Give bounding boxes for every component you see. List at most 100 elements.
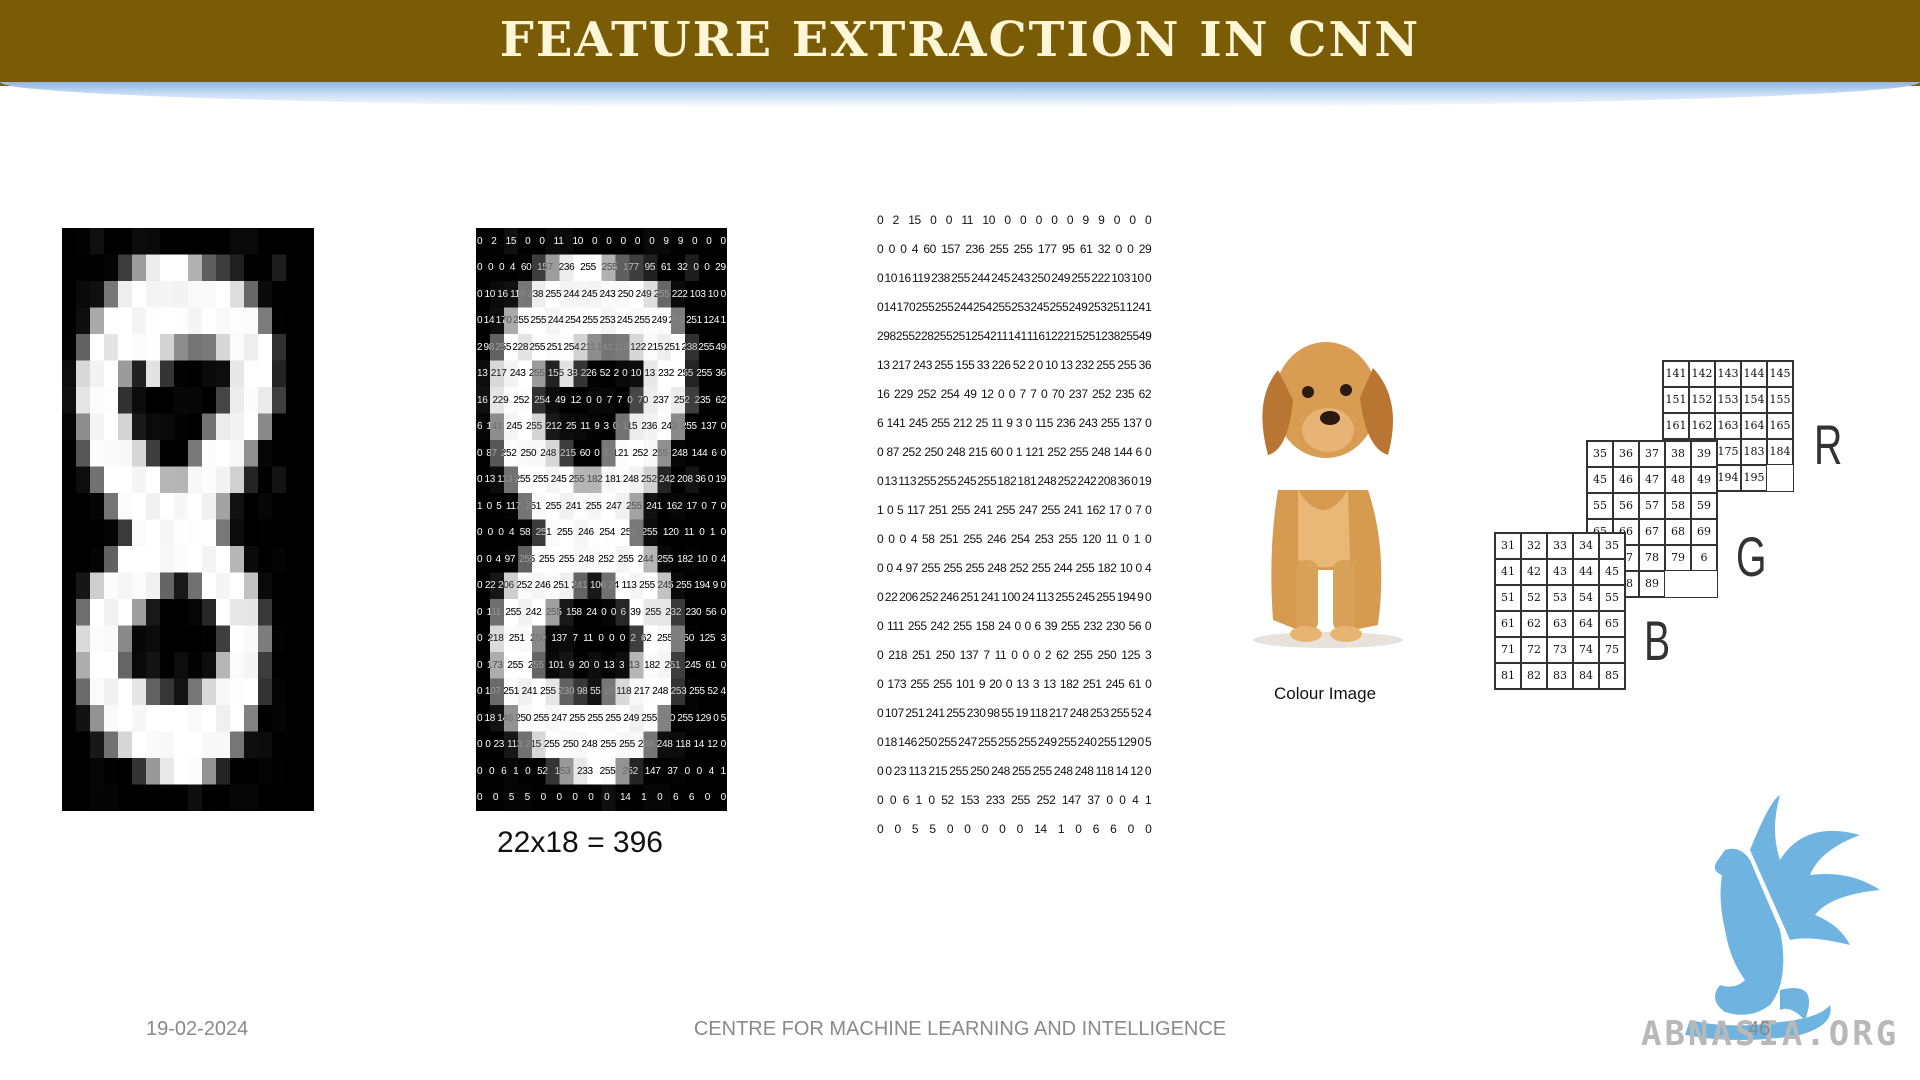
pixel-cell: [476, 599, 491, 627]
pixel-cell: [573, 599, 588, 627]
grid-cell: 165: [1767, 413, 1793, 439]
pixel-cell: [244, 731, 259, 759]
overlay-numbers: 0 2 15 0 0 11 10 0 0 0 0 0 9 9 0 0 0 0 0 0 4 60 157 236 255 255 17…: [476, 228, 727, 811]
grid-cell: 63: [1547, 611, 1573, 637]
pixel-cell: [615, 307, 630, 335]
pixel-cell: [517, 466, 533, 494]
pixel-cell: [62, 652, 77, 680]
grid-cell: 73: [1547, 637, 1573, 663]
pixel-cell: [244, 599, 259, 627]
pixel-cell: [517, 334, 533, 362]
pixel-cell: [587, 307, 602, 335]
pixel-cell: [559, 678, 574, 706]
pixel-cell: [503, 599, 519, 627]
pixel-cell: [160, 678, 175, 706]
pixel-cell: [258, 413, 273, 441]
pixel-cell: [76, 413, 91, 441]
pixel-cell: [188, 625, 203, 653]
pixel-cell: [160, 387, 175, 415]
pixel-cell: [713, 572, 727, 600]
pixel-cell: [559, 334, 574, 362]
matrix-row: 0 111 255 242 255 158 24 0 0 6 39 255 232 230 56 0: [877, 618, 1152, 633]
pixel-cell: [202, 440, 217, 468]
pixel-cell: [587, 758, 602, 786]
pixel-cell: [531, 784, 547, 811]
pixel-cell: [531, 360, 547, 388]
pixel-cell: [476, 731, 491, 759]
grid-cell: 195: [1741, 465, 1767, 491]
pixel-cell: [699, 731, 714, 759]
pixel-cell: [62, 705, 77, 733]
pixel-cell: [643, 546, 658, 574]
pixel-cell: [90, 546, 105, 574]
pixel-cell: [615, 678, 630, 706]
pixel-cell: [685, 572, 700, 600]
pixel-cell: [573, 413, 588, 441]
pixel-cell: [62, 334, 77, 362]
pixel-cell: [286, 360, 301, 388]
pixel-cell: [188, 228, 203, 256]
pixel-cell: [216, 784, 231, 811]
pixel-cell: [643, 758, 658, 786]
pixel-cell: [230, 599, 245, 627]
pixel-cell: [272, 678, 287, 706]
pixel-cell: [671, 758, 686, 786]
pixel-cell: [657, 546, 672, 574]
pixel-cell: [685, 307, 700, 335]
pixel-cell: [601, 307, 616, 335]
pixel-cell: [629, 254, 644, 282]
pixel-cell: [132, 281, 147, 309]
pixel-cell: [188, 731, 203, 759]
pixel-cell: [587, 625, 602, 653]
pixel-cell: [657, 493, 672, 521]
pixel-cell: [489, 678, 505, 706]
pixel-cell: [300, 705, 314, 733]
pixel-cell: [615, 281, 630, 309]
pixel-cell: [132, 228, 147, 256]
pixel-cell: [202, 228, 217, 256]
pixel-cell: [517, 731, 533, 759]
pixel-cell: [601, 758, 616, 786]
pixel-cell: [643, 307, 658, 335]
pixel-cell: [657, 228, 672, 256]
pixel-cell: [62, 784, 77, 811]
pixel-cell: [615, 546, 630, 574]
pixel-cell: [146, 440, 161, 468]
pixel-cell: [573, 228, 588, 256]
pixel-cell: [188, 334, 203, 362]
pixel-cell: [657, 307, 672, 335]
pixel-cell: [587, 705, 602, 733]
pixel-cell: [286, 731, 301, 759]
pixel-cell: [62, 360, 77, 388]
pixel-cell: [160, 360, 175, 388]
pixel-cell: [629, 228, 644, 256]
matrix-row: 0 13 113 255 255 245 255 182 181 248 252 242 208 36 0 1…: [877, 473, 1152, 488]
pixel-cell: [531, 625, 547, 653]
pixel-cell: [489, 281, 505, 309]
pixel-cell: [300, 652, 314, 680]
grid-cell: 164: [1741, 413, 1767, 439]
pixel-cell: [90, 519, 105, 547]
pixel-cell: [531, 705, 547, 733]
pixel-cell: [104, 519, 119, 547]
pixel-cell: [118, 466, 133, 494]
pixel-cell: [230, 413, 245, 441]
overlay-matrix-row: 0 173 255 255 101 9 20 0 13 3 13 182 251 245 61 0: [477, 659, 726, 671]
pixel-cell: [216, 360, 231, 388]
pixel-cell: [286, 519, 301, 547]
pixel-cell: [174, 731, 189, 759]
pixel-cell: [272, 228, 287, 256]
pixel-cell: [62, 466, 77, 494]
pixel-cell: [671, 705, 686, 733]
pixel-cell: [62, 440, 77, 468]
pixel-cell: [643, 493, 658, 521]
pixel-cell: [286, 334, 301, 362]
pixel-cell: [685, 228, 700, 256]
pixel-cell: [216, 413, 231, 441]
pixel-cell: [216, 307, 231, 335]
pixel-cell: [615, 440, 630, 468]
pixel-cell: [104, 493, 119, 521]
pixel-cell: [671, 652, 686, 680]
pixel-cell: [545, 519, 560, 547]
pixel-cell: [671, 440, 686, 468]
